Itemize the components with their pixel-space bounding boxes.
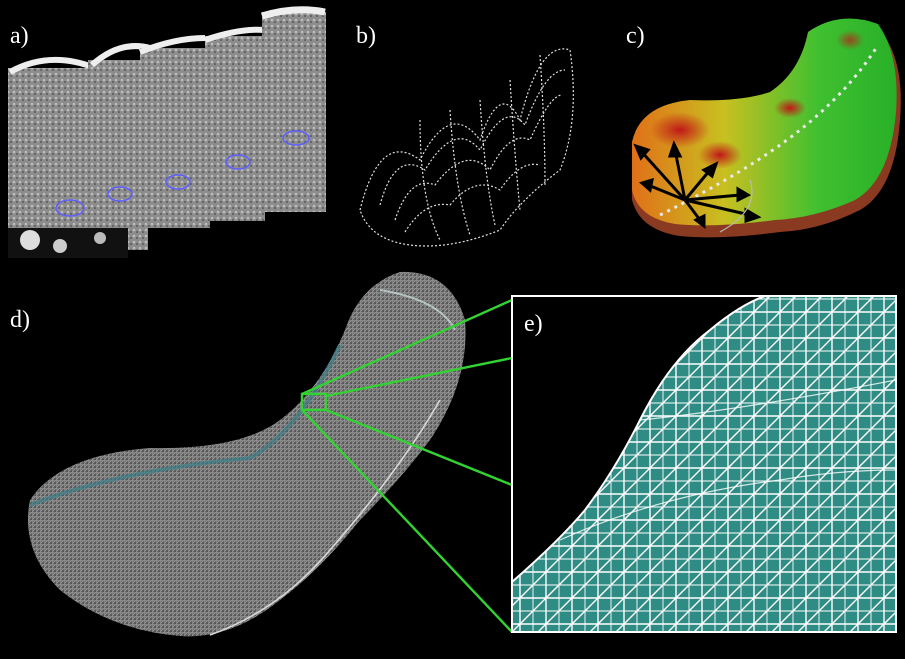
panel-a-mri-slices: [8, 6, 326, 258]
zoom-callout: [300, 298, 513, 633]
panel-c-label: c): [626, 23, 645, 49]
panel-e-label: e): [524, 311, 543, 337]
panel-d-gray-surface: [28, 271, 466, 637]
panel-c-heatmap-surface: [632, 18, 901, 238]
panel-b-point-cloud: [359, 48, 574, 247]
panel-e-mesh-zoom: [511, 295, 897, 633]
direction-arrows: [633, 140, 762, 229]
panel-d-label: d): [10, 307, 30, 333]
panel-b-label: b): [356, 23, 376, 49]
panel-a-label: a): [10, 23, 29, 49]
